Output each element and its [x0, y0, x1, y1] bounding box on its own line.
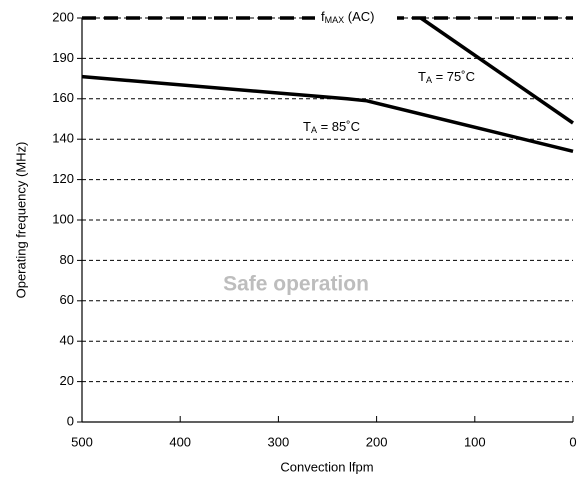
y-tick-label: 80	[60, 252, 74, 267]
series-line	[81, 74, 574, 153]
series-line	[419, 16, 574, 125]
y-tick-label: 60	[60, 292, 74, 307]
y-tick-label: 190	[52, 50, 74, 65]
y-axis-label: Operating frequency (MHz)	[13, 142, 28, 299]
x-tick-label: 300	[268, 434, 290, 449]
y-tick-label: 0	[67, 413, 74, 428]
x-tick-label: 0	[569, 434, 576, 449]
series-label-part: = 85˚C	[317, 119, 360, 134]
y-tick-label: 200	[52, 9, 74, 24]
annotation: Safe operation	[223, 273, 369, 296]
y-tick-label: 120	[52, 171, 74, 186]
series-label-part: f	[321, 9, 325, 24]
series-label-part: A	[311, 125, 317, 135]
x-tick-label: 400	[169, 434, 191, 449]
x-tick-label: 200	[366, 434, 388, 449]
series-label: fMAX (AC)	[321, 9, 374, 25]
x-tick-label: 500	[71, 434, 93, 449]
series-label-part: T	[418, 69, 426, 84]
x-axis-label: Convection lfpm	[280, 459, 373, 474]
series-label-part: A	[426, 75, 432, 85]
y-tick-label: 100	[52, 211, 74, 226]
y-tick-label: 20	[60, 373, 74, 388]
x-tick-label: 100	[464, 434, 486, 449]
series-label-part: MAX	[325, 15, 345, 25]
y-tick-label: 140	[52, 131, 74, 146]
y-tick-label: 40	[60, 333, 74, 348]
y-tick-label: 160	[52, 90, 74, 105]
series-label-part: (AC)	[344, 9, 374, 24]
series-label-part: = 75˚C	[432, 69, 475, 84]
series-label: TA = 75˚C	[418, 69, 475, 85]
label-bg	[315, 8, 397, 28]
series-label-part: T	[303, 119, 311, 134]
series-label: TA = 85˚C	[303, 119, 360, 135]
